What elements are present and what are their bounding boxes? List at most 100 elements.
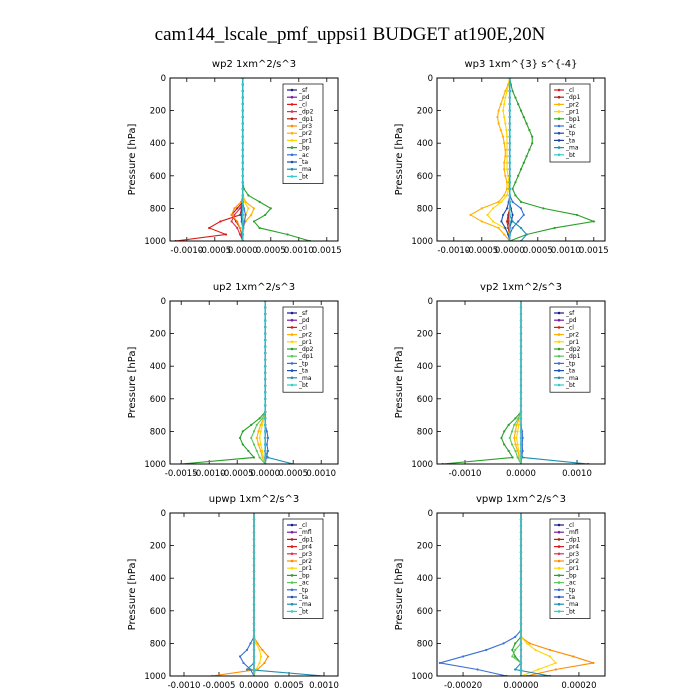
legend-label: _pr3 — [298, 123, 312, 130]
data-point_bt — [252, 518, 256, 521]
legend-label: _pr1 — [565, 109, 579, 116]
legend-marker — [290, 362, 294, 365]
data-point_dp1 — [258, 456, 261, 459]
data-point_bp — [258, 226, 261, 230]
data-point_tp — [521, 449, 524, 453]
data-point_dp2 — [238, 207, 242, 210]
data-point_pr1 — [505, 142, 509, 145]
legend-marker — [557, 523, 561, 527]
x-tick-label: -0.0015 — [165, 469, 198, 479]
data-point_bt — [519, 345, 523, 348]
data-point_bt — [252, 661, 256, 665]
data-point_bt — [264, 365, 267, 368]
data-point_bt — [519, 596, 523, 599]
data-point_bt — [519, 443, 523, 446]
data-point_bt — [508, 181, 511, 184]
data-point_pr1 — [491, 207, 495, 210]
data-point_bt — [519, 332, 523, 335]
legend: _sf_pd_cl_pr2_pr1_dp2_dp1_tp_ta_ma_bt — [282, 306, 324, 393]
legend-label: _pr2 — [298, 130, 312, 137]
legend-marker — [557, 588, 561, 592]
data-point_bt — [519, 410, 523, 413]
y-tick-label: 0 — [428, 74, 433, 84]
data-point_ma — [519, 226, 523, 230]
data-point_pr2 — [504, 148, 507, 151]
legend-marker — [290, 103, 294, 106]
legend-label: _ac — [298, 152, 309, 159]
data-point_bt — [508, 148, 511, 151]
series-line_dp2 — [181, 301, 266, 464]
data-point_bt — [241, 200, 244, 203]
data-point_bp1 — [514, 181, 517, 184]
data-point_pr2 — [554, 668, 557, 671]
data-point_bt — [241, 161, 244, 164]
series-group — [174, 78, 312, 241]
x-tick-label: -0.0005 — [203, 681, 236, 691]
data-point_pr1 — [517, 449, 520, 453]
data-point_pr1 — [259, 430, 262, 433]
legend-label: _ta — [565, 137, 575, 144]
data-point_bt — [264, 371, 267, 374]
data-point_dp1 — [513, 423, 516, 426]
data-point_bt — [252, 557, 256, 560]
legend-label: _bt — [298, 382, 309, 389]
legend-label: _pr2 — [565, 101, 579, 108]
data-point_bt — [519, 404, 523, 407]
legend-marker — [290, 354, 294, 358]
data-point_bt — [252, 544, 256, 547]
data-point_bt — [241, 148, 244, 151]
data-point_bt — [264, 456, 267, 459]
data-point_bt — [252, 642, 256, 645]
legend-marker — [557, 139, 561, 142]
data-point_bp1 — [517, 174, 520, 177]
data-point_bt — [519, 642, 523, 645]
data-point_tp — [249, 642, 252, 645]
x-tick-label: -0.0010 — [449, 469, 482, 479]
data-point_pr3 — [230, 213, 233, 217]
y-tick-label: 600 — [417, 607, 433, 617]
data-point_bt — [264, 384, 267, 387]
data-point_dp2 — [241, 443, 244, 446]
data-point_bt — [252, 668, 256, 671]
data-point_cl — [224, 233, 228, 236]
legend-label: _pd — [565, 317, 577, 324]
legend-label: _pr4 — [298, 544, 312, 551]
data-point_bp — [511, 648, 514, 652]
data-point_bt — [508, 83, 511, 86]
legend-label: _cl — [565, 324, 574, 331]
data-point_pr2 — [514, 443, 517, 446]
data-point_dp2 — [503, 430, 506, 433]
data-point_dp2 — [500, 436, 503, 440]
y-tick-label: 0 — [161, 509, 166, 519]
x-tick-label: 0.0010 — [562, 469, 592, 479]
data-point_pr2 — [503, 194, 506, 197]
legend-marker — [557, 103, 561, 106]
y-tick-label: 0 — [161, 74, 166, 84]
data-point_bt — [241, 129, 244, 132]
legend-label: _pr1 — [565, 339, 579, 346]
data-point_pr1 — [507, 174, 510, 177]
legend-label: _bt — [565, 608, 576, 615]
legend-marker — [557, 318, 561, 322]
legend-label: _bp — [565, 572, 577, 579]
legend-marker — [290, 383, 294, 387]
legend-marker — [290, 552, 294, 556]
legend-label: _bt — [298, 608, 309, 615]
data-point_bt — [519, 603, 523, 606]
y-tick-label: 1000 — [411, 672, 433, 682]
legend-marker — [557, 347, 561, 351]
data-point_pr1 — [255, 642, 258, 645]
data-point_pr2 — [503, 161, 506, 164]
data-point_tp — [461, 655, 465, 658]
data-point_dp1 — [252, 430, 256, 433]
data-point_dp2 — [514, 417, 517, 420]
data-point_ac — [514, 648, 517, 652]
data-point_cl — [507, 226, 510, 230]
panels: wp2 1xm^2/s^3 Pressure [hPa] 0 200 400 600 800… — [127, 59, 609, 691]
legend-label: _ma — [298, 375, 312, 382]
legend-label: _tp — [565, 360, 575, 367]
data-point_bt — [264, 339, 267, 342]
data-point_bt — [519, 391, 523, 394]
x-tick-label: 0.00000 — [503, 681, 538, 691]
legend-label: _bp1 — [565, 116, 581, 123]
